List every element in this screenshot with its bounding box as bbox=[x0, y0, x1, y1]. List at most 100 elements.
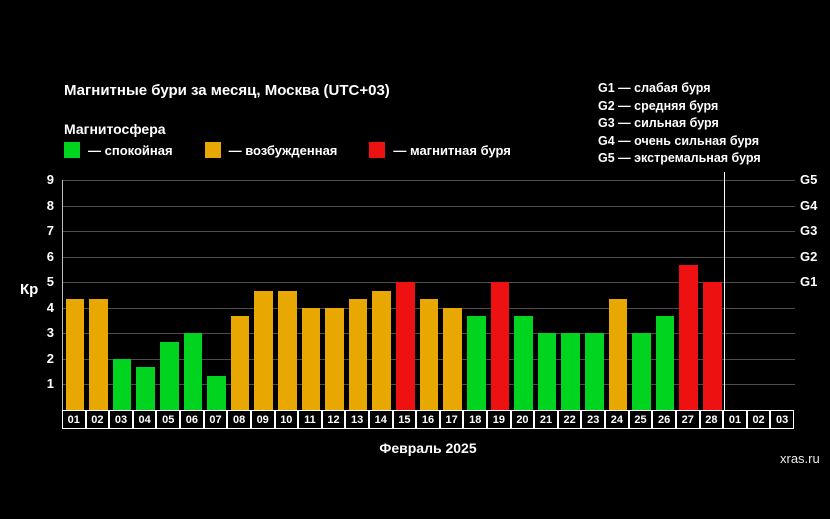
x-tick-next-01: 01 bbox=[723, 410, 747, 429]
bar-day-07 bbox=[207, 376, 226, 410]
right-tick-g4: G4 bbox=[800, 197, 818, 213]
x-tick-22: 22 bbox=[557, 410, 582, 429]
current-date-marker bbox=[724, 172, 726, 410]
quiet-color-swatch bbox=[64, 142, 80, 158]
x-tick-09: 09 bbox=[250, 410, 275, 429]
x-tick-04: 04 bbox=[132, 410, 157, 429]
watermark: xras.ru bbox=[780, 451, 820, 466]
x-tick-16: 16 bbox=[416, 410, 440, 429]
right-tick-g2: G2 bbox=[800, 248, 818, 264]
y-tick-2: 2 bbox=[46, 350, 54, 366]
x-axis-title: Февраль 2025 bbox=[379, 440, 477, 456]
bar-day-25 bbox=[632, 333, 651, 410]
bar-day-19 bbox=[490, 282, 510, 410]
right-axis-tick-labels: G5 G4 G3 G2 G1 bbox=[800, 172, 830, 410]
x-tick-13: 13 bbox=[345, 410, 369, 429]
x-tick-05: 05 bbox=[156, 410, 181, 429]
x-tick-06: 06 bbox=[180, 410, 204, 429]
g-scale-item-g1: G1 — слабая буря bbox=[598, 81, 711, 95]
bar-day-22 bbox=[561, 333, 580, 410]
y-tick-4: 4 bbox=[46, 299, 54, 315]
bar-day-12 bbox=[325, 307, 344, 410]
gridline bbox=[63, 282, 795, 284]
x-tick-18: 18 bbox=[463, 410, 488, 429]
x-tick-14: 14 bbox=[368, 410, 393, 429]
x-tick-26: 26 bbox=[652, 410, 676, 429]
x-tick-20: 20 bbox=[510, 410, 535, 429]
bar-day-26 bbox=[655, 316, 675, 410]
y-tick-8: 8 bbox=[46, 197, 54, 213]
y-axis-title: Кр bbox=[20, 281, 39, 298]
g-scale-item-g4: G4 — очень сильная буря bbox=[598, 133, 759, 148]
x-tick-21: 21 bbox=[534, 410, 558, 429]
g-scale-legend: G1 — слабая буря G2 — средняя буря G3 — … bbox=[598, 80, 761, 168]
y-tick-6: 6 bbox=[46, 248, 54, 264]
y-tick-1: 1 bbox=[46, 376, 54, 392]
plot-area bbox=[62, 172, 795, 410]
legend-item-label: — магнитная буря bbox=[393, 142, 511, 158]
bar-day-24 bbox=[608, 299, 628, 410]
x-tick-27: 27 bbox=[675, 410, 700, 429]
legend-item-quiet: — спокойная bbox=[64, 142, 173, 158]
bar-day-09 bbox=[254, 290, 273, 410]
y-tick-3: 3 bbox=[46, 325, 54, 341]
bar-day-28 bbox=[703, 282, 722, 410]
g-scale-item-g3: G3 — сильная буря bbox=[598, 116, 719, 131]
legend-item-label: — возбужденная bbox=[228, 142, 338, 158]
x-tick-19: 19 bbox=[487, 410, 511, 429]
storm-color-swatch bbox=[369, 142, 386, 158]
bar-day-05 bbox=[159, 341, 179, 410]
x-tick-12: 12 bbox=[321, 410, 346, 429]
bar-day-03 bbox=[112, 358, 132, 410]
legend-item-storm: — магнитная буря bbox=[369, 142, 511, 158]
bar-day-27 bbox=[679, 265, 699, 410]
bar-day-16 bbox=[419, 299, 439, 410]
x-tick-28: 28 bbox=[699, 410, 724, 429]
right-tick-g1: G1 bbox=[800, 274, 818, 290]
x-tick-23: 23 bbox=[581, 410, 606, 429]
x-tick-next-02: 02 bbox=[746, 410, 771, 429]
bar-day-08 bbox=[230, 316, 250, 410]
bar-day-06 bbox=[183, 333, 203, 410]
bar-day-13 bbox=[348, 299, 368, 410]
bar-day-17 bbox=[443, 307, 462, 410]
bar-day-14 bbox=[372, 290, 392, 410]
magnetosphere-legend: — спокойная — возбужденная — магнитная б… bbox=[64, 142, 511, 158]
gridline bbox=[63, 231, 795, 233]
x-tick-17: 17 bbox=[439, 410, 464, 429]
bar-day-15 bbox=[396, 282, 415, 410]
x-tick-03: 03 bbox=[109, 410, 133, 429]
y-axis-tick-labels: 1 2 3 4 5 6 7 8 9 bbox=[24, 172, 54, 410]
bar-day-01 bbox=[65, 299, 85, 410]
x-tick-10: 10 bbox=[274, 410, 299, 429]
y-tick-7: 7 bbox=[46, 223, 54, 239]
x-tick-11: 11 bbox=[298, 410, 322, 429]
bar-day-10 bbox=[278, 290, 297, 410]
y-tick-5: 5 bbox=[46, 274, 54, 290]
x-tick-02: 02 bbox=[85, 410, 110, 429]
bar-day-04 bbox=[136, 367, 155, 410]
chart-title: Магнитные бури за месяц, Москва (UTC+03) bbox=[64, 82, 390, 99]
right-tick-g3: G3 bbox=[800, 223, 818, 239]
bar-day-21 bbox=[537, 333, 557, 410]
legend-title: Магнитосфера bbox=[64, 121, 166, 137]
bar-day-11 bbox=[301, 307, 321, 410]
x-tick-08: 08 bbox=[227, 410, 251, 429]
bar-day-18 bbox=[466, 316, 486, 410]
y-tick-9: 9 bbox=[46, 172, 54, 187]
g-scale-item-g2: G2 — средняя буря bbox=[598, 98, 719, 113]
x-tick-25: 25 bbox=[628, 410, 653, 429]
bar-day-20 bbox=[514, 316, 533, 410]
x-tick-07: 07 bbox=[203, 410, 228, 429]
gridline bbox=[63, 256, 795, 258]
right-tick-g5: G5 bbox=[800, 172, 818, 187]
excited-color-swatch bbox=[204, 142, 221, 158]
g-scale-item-g5: G5 — экстремальная буря bbox=[598, 151, 761, 166]
legend-item-excited: — возбужденная bbox=[204, 142, 338, 158]
x-axis-day-boxes: 01 02 03 04 05 06 07 08 09 10 11 12 13 14 15 16 17 18 19 20… bbox=[62, 410, 794, 429]
x-tick-15: 15 bbox=[392, 410, 417, 429]
x-tick-next-03: 03 bbox=[770, 410, 794, 429]
gridline bbox=[63, 180, 795, 181]
bar-day-02 bbox=[89, 299, 108, 410]
